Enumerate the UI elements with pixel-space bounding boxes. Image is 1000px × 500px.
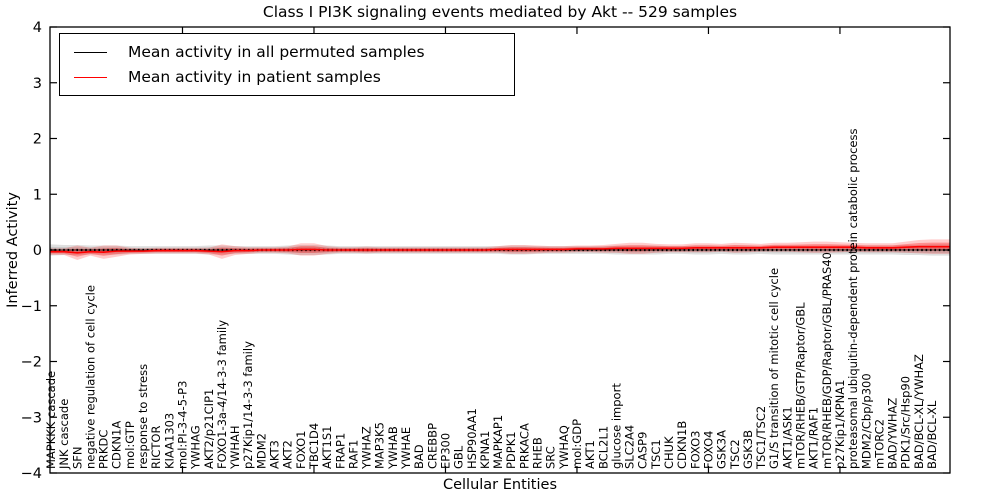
- x-tick-label: SFN: [70, 446, 84, 469]
- x-tick-label: RAF1: [346, 440, 360, 469]
- x-tick-label: CDKN1B: [675, 421, 689, 469]
- y-tick-label: −3: [21, 410, 42, 426]
- x-tick-label: RHEB: [531, 437, 545, 469]
- x-tick-label: AKT1S1: [320, 426, 334, 469]
- x-tick-label: YWHAQ: [557, 425, 571, 470]
- x-tick-label: p27Kip1/14-3-3 family: [241, 341, 255, 469]
- y-tick-label: 2: [33, 132, 42, 148]
- x-tick-label: mTOR/RHEB/GDP/Raptor/GBL/PRAS40: [820, 252, 834, 469]
- x-tick-label: FOXO1: [294, 431, 308, 469]
- x-tick-label: MAPKAP1: [491, 415, 505, 469]
- x-tick-label: AKT2/p21CIP1: [202, 389, 216, 469]
- x-tick-label: mTORC2: [872, 419, 886, 469]
- x-tick-label: PDK1/Src/Hsp90: [899, 376, 913, 469]
- legend-item-patient: Mean activity in patient samples: [74, 68, 504, 86]
- y-axis-label: Inferred Activity: [5, 192, 21, 308]
- x-tick-label: TSC1/TSC2: [754, 406, 768, 470]
- x-tick-label: response to stress: [136, 364, 150, 469]
- x-tick-label: PDPK1: [504, 431, 518, 469]
- y-tick-label: −2: [21, 355, 42, 371]
- x-tick-label: G1/S transition of mitotic cell cycle: [767, 268, 781, 469]
- x-tick-label: TSC1: [649, 439, 663, 470]
- x-tick-label: SRC: [544, 446, 558, 469]
- x-tick-label: EP300: [438, 433, 452, 469]
- patient-mean-line: [50, 245, 950, 254]
- x-tick-label: p27Kip1/KPNA1: [833, 380, 847, 469]
- x-tick-label: PRKACA: [517, 423, 531, 469]
- x-tick-label: YWHAB: [386, 426, 400, 470]
- x-tick-label: BAD/BCL-XL/YWHAZ: [912, 354, 926, 469]
- x-tick-label: MDM2/Cbp/p300: [859, 373, 873, 469]
- x-tick-label: BAD/YWHAZ: [886, 398, 900, 469]
- x-axis-label: Cellular Entities: [442, 477, 558, 493]
- legend-item-permuted: Mean activity in all permuted samples: [74, 43, 504, 61]
- x-tick-label: SLC2A4: [623, 425, 637, 469]
- x-tick-label: BAD/BCL-XL: [925, 400, 939, 469]
- x-tick-label: YWHAG: [189, 425, 203, 470]
- x-tick-label: CHUK: [662, 436, 676, 469]
- x-tick-label: AKT3: [268, 440, 282, 469]
- x-tick-label: glucose import: [609, 383, 623, 469]
- legend-box: Mean activity in all permuted samples Me…: [59, 33, 515, 96]
- x-tick-label: YWHAH: [228, 425, 242, 470]
- x-tick-label: CDKN1A: [110, 421, 124, 469]
- y-tick-label: −1: [21, 299, 42, 315]
- x-tick-label: RICTOR: [149, 426, 163, 469]
- x-tick-label: mol:PI-3-4-5-P3: [175, 381, 189, 469]
- x-tick-label: BCL2L1: [596, 426, 610, 469]
- x-tick-label: FOXO4: [701, 431, 715, 469]
- x-tick-label: MAPKKK cascade: [44, 371, 58, 469]
- chart-title: Class I PI3K signaling events mediated b…: [262, 3, 738, 21]
- x-tick-label: proteasomal ubiquitin-dependent protein …: [846, 128, 860, 469]
- x-tick-label: mTOR/RHEB/GTP/Raptor/GBL: [794, 302, 808, 469]
- x-tick-label: FRAP1: [333, 433, 347, 469]
- x-tick-label: AKT1: [583, 440, 597, 469]
- x-tick-label: KIAA1303: [162, 413, 176, 469]
- x-tick-label: CREBBP: [425, 423, 439, 469]
- x-tick-label: PRKDC: [97, 430, 111, 469]
- x-tick-label: AKT2: [281, 440, 295, 469]
- y-tick-label: 4: [33, 20, 42, 36]
- x-tick-label: TSC2: [728, 439, 742, 470]
- x-tick-label: GSK3A: [715, 430, 729, 469]
- x-tick-label: YWHAZ: [360, 426, 374, 470]
- x-tick-label: AKT1/RAF1: [807, 407, 821, 469]
- y-tick-label: −4: [21, 466, 42, 482]
- x-tick-label: GBL: [452, 445, 466, 469]
- legend-label-patient: Mean activity in patient samples: [128, 68, 381, 86]
- x-tick-label: JNK cascade: [57, 399, 71, 470]
- x-tick-label: AKT1/ASK1: [780, 406, 794, 469]
- x-tick-label: mol:GTP: [123, 421, 137, 469]
- x-tick-label: GSK3B: [741, 430, 755, 469]
- x-tick-label: CASP9: [636, 432, 650, 469]
- x-tick-label: FOXO3: [688, 431, 702, 469]
- x-tick-label: YWHAE: [399, 427, 413, 470]
- y-tick-label: 0: [33, 243, 42, 259]
- x-tick-label: negative regulation of cell cycle: [83, 285, 97, 469]
- y-tick-label: 3: [33, 76, 42, 92]
- y-tick-label: 1: [33, 187, 42, 203]
- patient-line-swatch: [74, 76, 107, 78]
- x-tick-label: BAD: [412, 444, 426, 469]
- x-tick-label: MDM2: [254, 433, 268, 469]
- x-tick-label: MAP3K5: [373, 422, 387, 469]
- x-tick-label: KPNA1: [478, 431, 492, 469]
- x-tick-label: HSP90AA1: [465, 408, 479, 469]
- legend-label-permuted: Mean activity in all permuted samples: [128, 43, 425, 61]
- permuted-line-swatch: [74, 51, 107, 53]
- x-tick-label: mol:GDP: [570, 419, 584, 469]
- x-tick-label: FOXO1-3a-4/14-3-3 family: [215, 320, 229, 469]
- x-tick-label: TBC1D4: [307, 423, 321, 470]
